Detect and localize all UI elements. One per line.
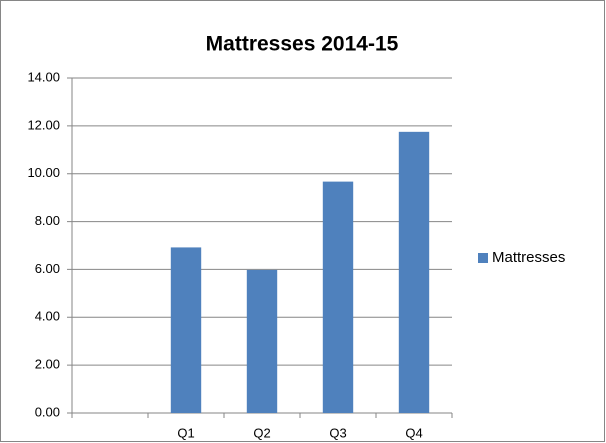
bar: [170, 247, 202, 413]
y-tick-label: 6.00: [35, 261, 60, 276]
y-tick-label: 8.00: [35, 213, 60, 228]
bar: [246, 269, 278, 413]
legend-label: Mattresses: [492, 249, 565, 266]
x-tick-label: Q1: [177, 425, 194, 440]
bar: [322, 181, 354, 413]
x-tick-label: Q4: [405, 425, 422, 440]
y-tick-label: 12.00: [27, 117, 60, 132]
y-tick-label: 4.00: [35, 309, 60, 324]
x-tick-label: Q3: [329, 425, 346, 440]
y-tick-label: 14.00: [27, 69, 60, 84]
y-tick-label: 0.00: [35, 404, 60, 419]
x-tick-label: Q2: [253, 425, 270, 440]
chart-title: Mattresses 2014-15: [206, 33, 399, 56]
y-tick-label: 2.00: [35, 357, 60, 372]
legend-swatch: [478, 253, 488, 263]
bar: [398, 131, 430, 413]
y-tick-label: 10.00: [27, 165, 60, 180]
